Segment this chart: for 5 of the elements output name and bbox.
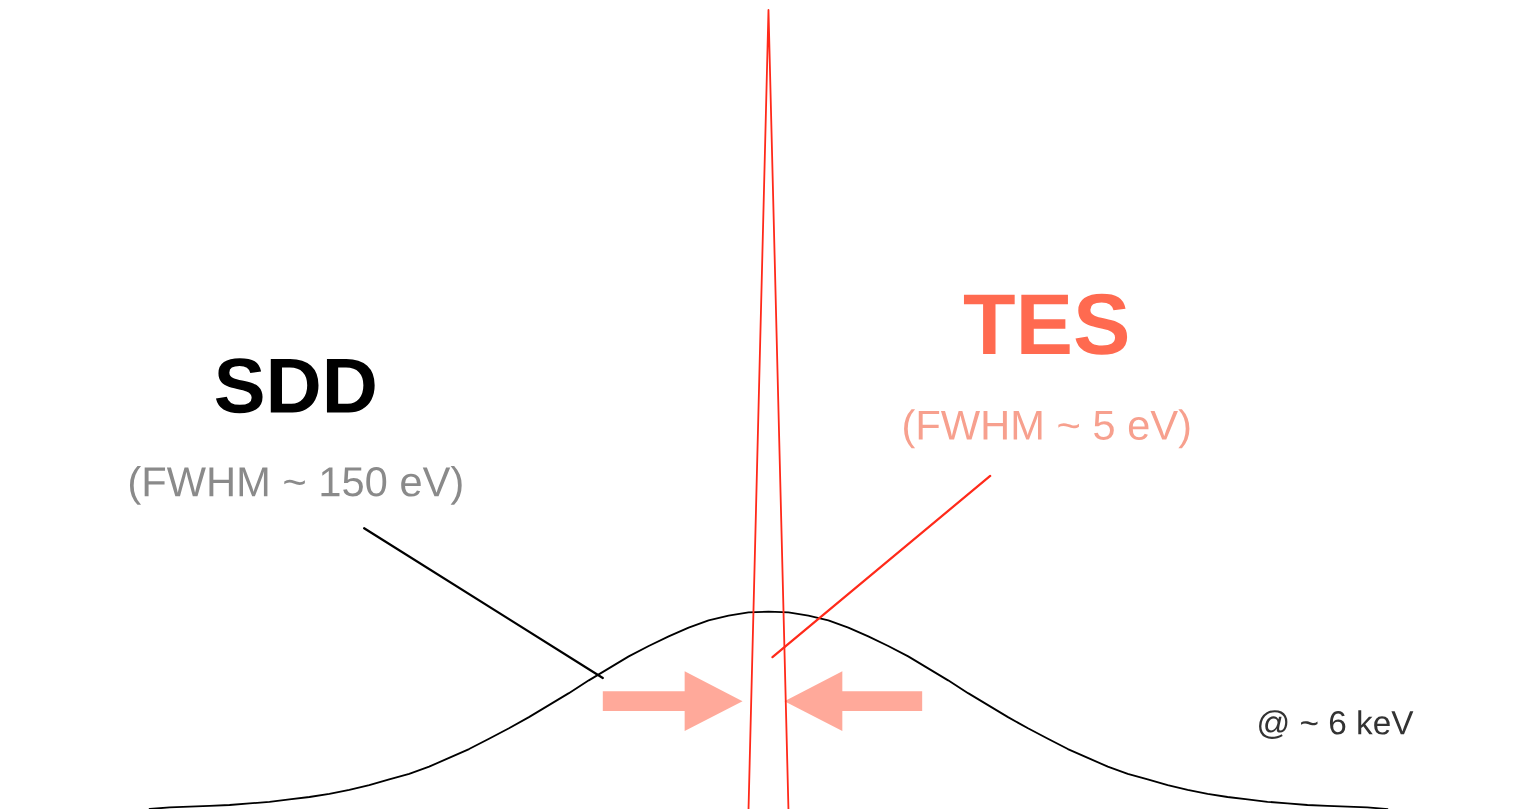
annotation: (FWHM ~ 5 eV) (904, 409, 1190, 449)
text: TES (963, 293, 1128, 355)
annotation: (FWHM ~ 150 eV) (129, 465, 462, 505)
text: SDD (215, 358, 375, 414)
annotation: @ ~ 6 keV (1259, 710, 1414, 739)
